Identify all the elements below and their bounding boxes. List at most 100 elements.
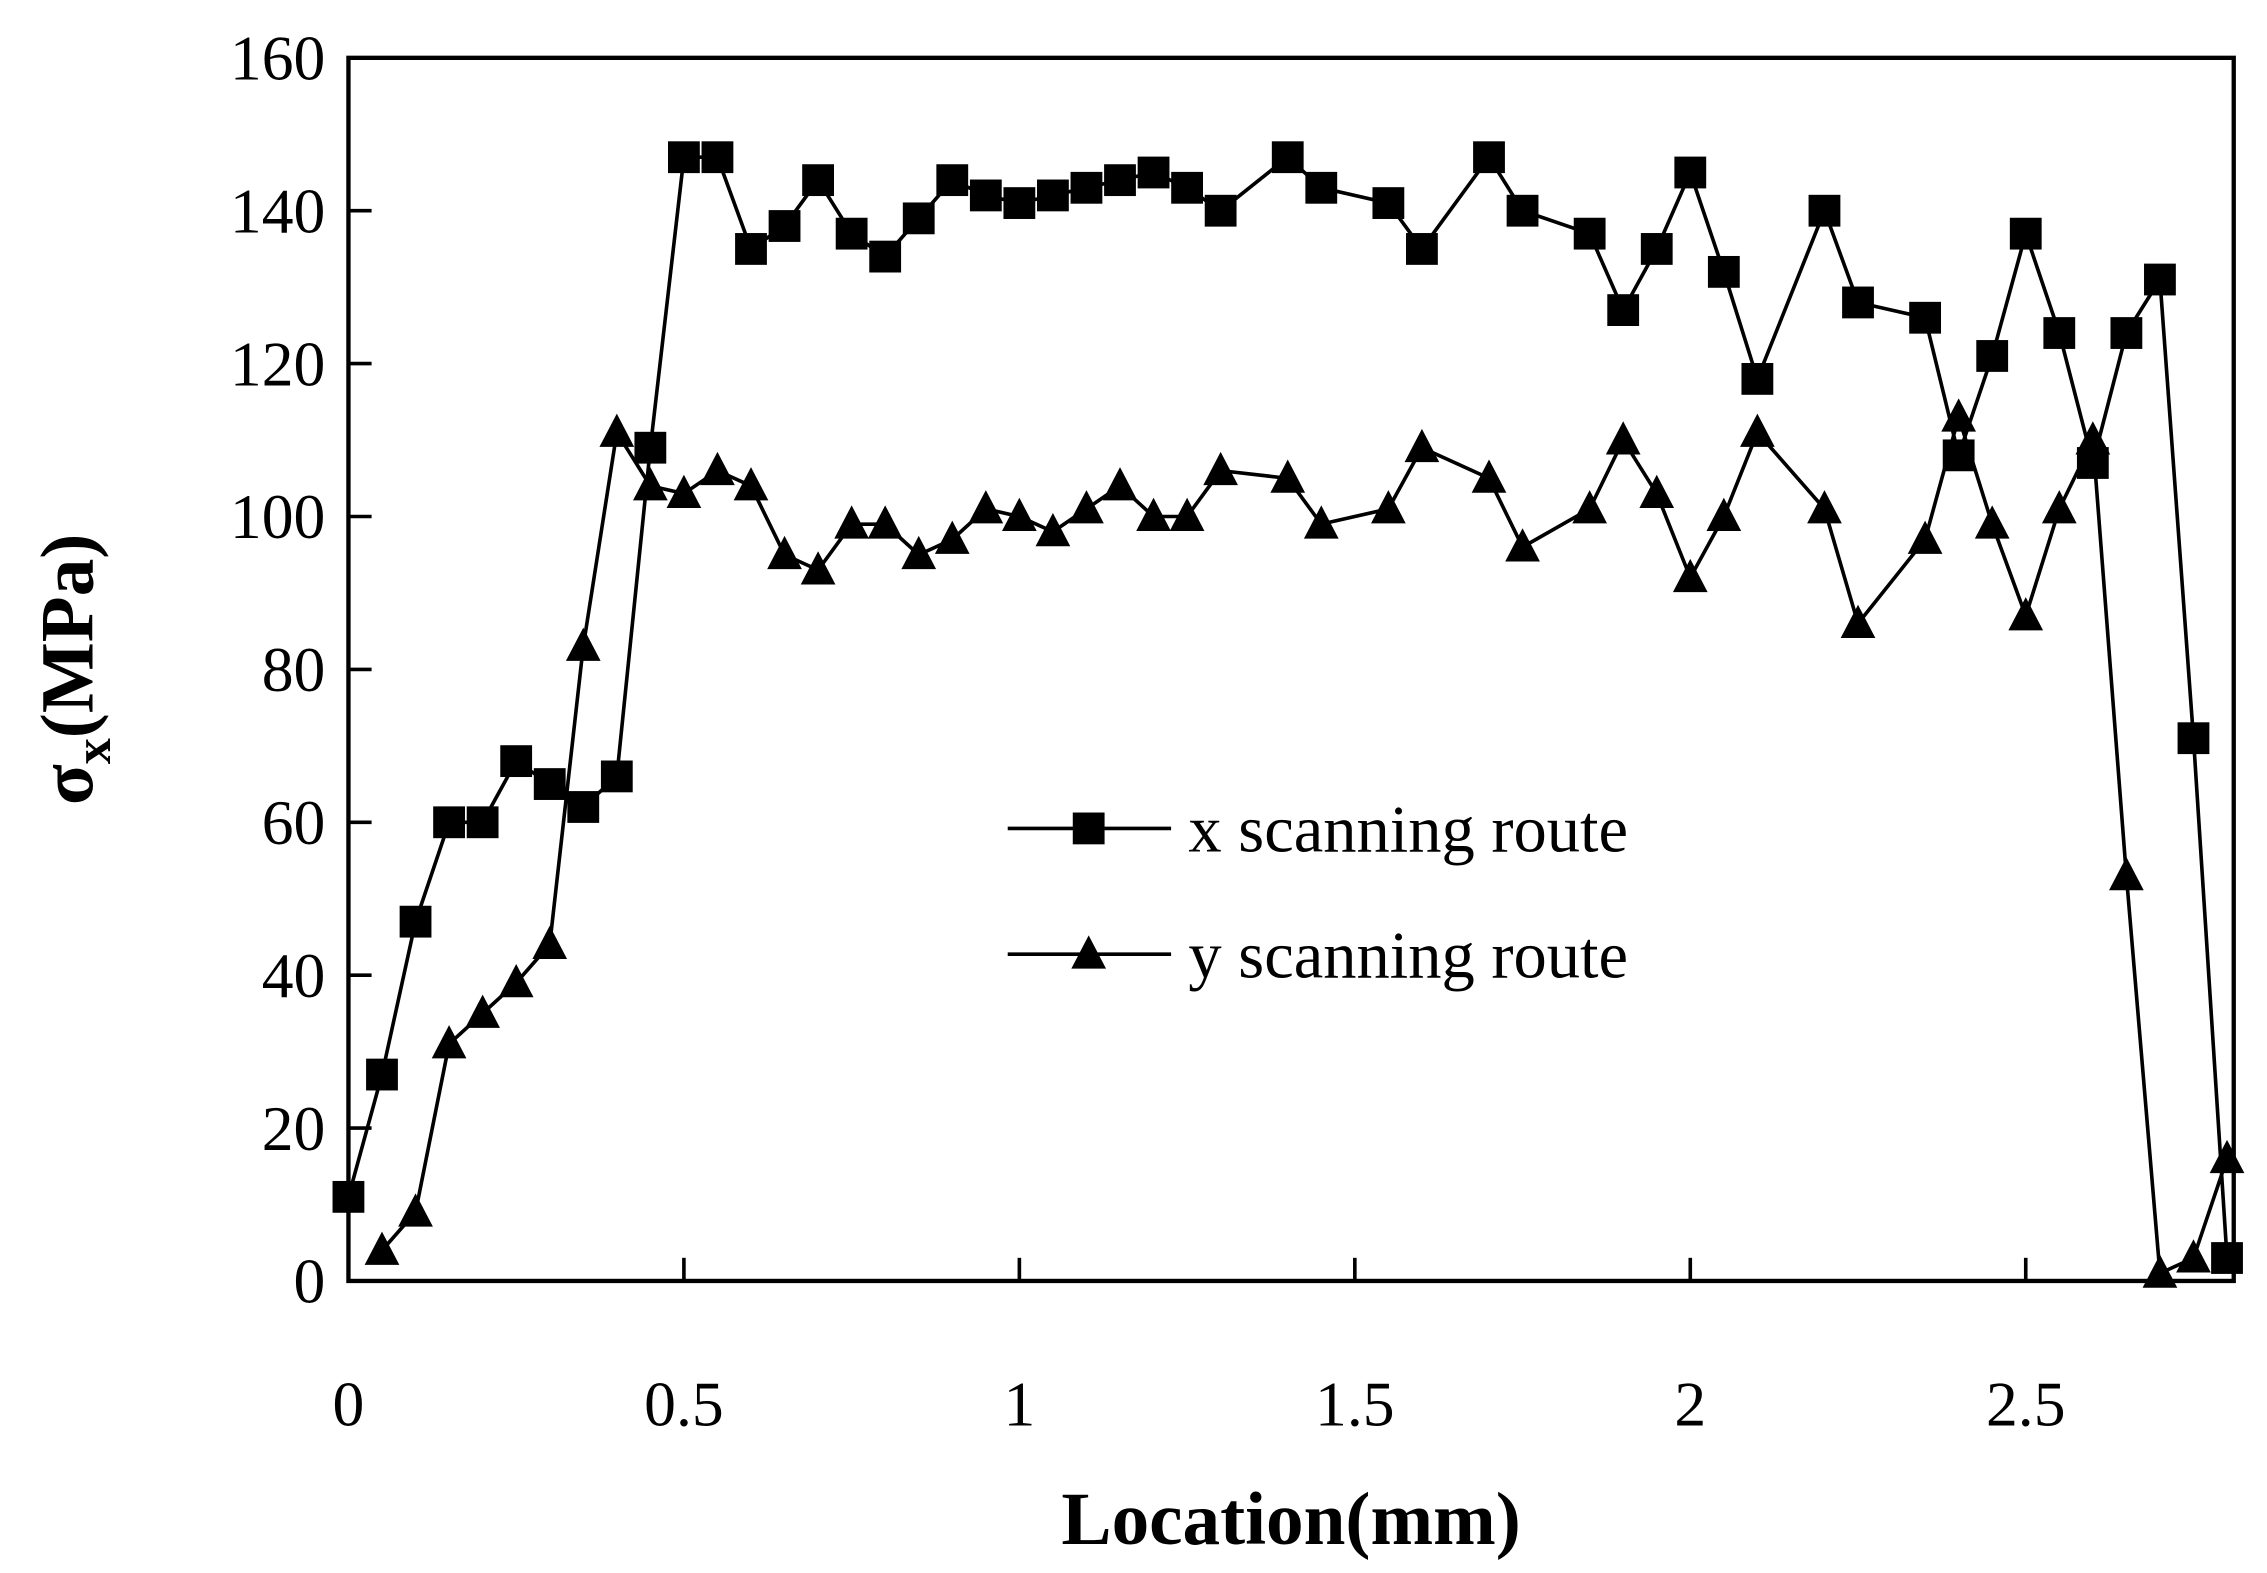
square-marker [668, 141, 700, 174]
triangle-marker [1270, 459, 1306, 493]
triangle-marker [2075, 421, 2111, 455]
square-marker [1473, 141, 1505, 174]
triangle-marker [2008, 597, 2044, 631]
plot-frame [346, 55, 2236, 1284]
square-marker [735, 233, 767, 265]
square-marker [567, 791, 600, 823]
triangle-marker [2209, 1139, 2245, 1174]
square-marker [1674, 156, 1707, 189]
square-marker [466, 806, 499, 839]
triangle-marker [2041, 490, 2077, 524]
square-marker [1072, 812, 1105, 845]
triangle-marker [1740, 413, 1775, 447]
square-marker [1506, 194, 1539, 227]
triangle-marker [398, 1193, 433, 1227]
y-tick-label: 120 [230, 328, 325, 399]
y-title-symbol: σ [27, 764, 110, 805]
triangle-marker [1002, 497, 1037, 531]
y-tick-label: 140 [230, 175, 325, 246]
square-marker [1171, 171, 1203, 204]
triangle-marker [532, 925, 568, 960]
triangle-marker [1404, 428, 1440, 463]
square-marker [500, 745, 533, 778]
y-title-subscript: x [65, 738, 122, 764]
triangle-marker [1672, 558, 1708, 593]
square-marker [2211, 1242, 2243, 1274]
triangle-marker [1169, 497, 1205, 531]
x-tick-label: 1.5 [1315, 1369, 1395, 1440]
triangle-marker [968, 490, 1004, 524]
y-tick-label: 160 [230, 23, 325, 94]
triangle-marker [1035, 512, 1071, 547]
triangle-marker [1907, 520, 1943, 554]
square-marker [2110, 317, 2143, 349]
y-title-unit: (MPa) [27, 534, 110, 739]
square-marker [433, 806, 465, 839]
square-marker [600, 760, 633, 793]
square-marker [1104, 164, 1136, 197]
triangle-marker [767, 535, 802, 570]
square-marker [1573, 217, 1606, 250]
y-tick-label: 100 [230, 481, 325, 552]
triangle-marker [431, 1025, 467, 1059]
square-marker [1372, 187, 1405, 219]
y-tick-label: 80 [262, 634, 326, 705]
square-marker [1607, 294, 1640, 327]
triangle-marker [1069, 490, 1104, 524]
triangle-marker [901, 535, 937, 570]
square-marker [2177, 722, 2210, 755]
square-marker [1271, 141, 1304, 174]
y-tick-label: 60 [262, 787, 326, 858]
square-marker [2009, 217, 2042, 250]
triangle-marker [1203, 451, 1238, 486]
x-tick-label: 0 [333, 1369, 365, 1440]
square-marker [1037, 179, 1069, 212]
square-marker [366, 1058, 398, 1091]
square-marker [768, 210, 801, 242]
square-marker [1406, 233, 1438, 265]
square-marker [1976, 340, 2009, 372]
square-marker [2043, 317, 2076, 349]
x-tick-label: 2 [1674, 1369, 1706, 1440]
square-marker [869, 240, 902, 273]
square-marker [1204, 194, 1237, 227]
square-marker [802, 164, 834, 197]
triangle-marker [1505, 528, 1540, 562]
square-marker [634, 431, 667, 464]
triangle-marker [1974, 505, 2010, 539]
x-tick-label: 0.5 [644, 1369, 724, 1440]
triangle-marker [1605, 421, 1641, 455]
square-marker [1707, 255, 1740, 288]
x-tick-label: 2.5 [1986, 1369, 2066, 1440]
legend-label: y scanning route [1188, 919, 1628, 992]
triangle-marker [565, 627, 601, 661]
square-marker [1808, 194, 1841, 227]
triangle-marker [1371, 490, 1406, 524]
triangle-marker [1471, 459, 1507, 493]
triangle-marker [1639, 474, 1675, 509]
triangle-marker [834, 505, 869, 539]
square-marker [936, 164, 969, 197]
square-marker [1640, 233, 1673, 265]
square-marker [1137, 156, 1170, 189]
square-marker [969, 179, 1002, 212]
square-marker [1070, 171, 1103, 204]
triangle-marker [1941, 398, 1977, 432]
triangle-marker [1840, 604, 1876, 638]
triangle-marker [599, 413, 635, 447]
triangle-marker [1807, 490, 1842, 524]
y-axis-title: σx(MPa) [27, 534, 122, 805]
square-marker [1741, 362, 1774, 395]
square-marker [835, 217, 868, 250]
x-axis-title: Location(mm) [1061, 1478, 1520, 1561]
square-marker [701, 141, 734, 174]
triangle-marker [800, 551, 836, 585]
triangle-marker [1706, 497, 1742, 531]
square-marker [1003, 187, 1036, 219]
legend-label: x scanning route [1188, 794, 1628, 867]
triangle-marker [2176, 1239, 2211, 1273]
triangle-marker [2109, 856, 2144, 891]
triangle-marker [465, 994, 500, 1028]
